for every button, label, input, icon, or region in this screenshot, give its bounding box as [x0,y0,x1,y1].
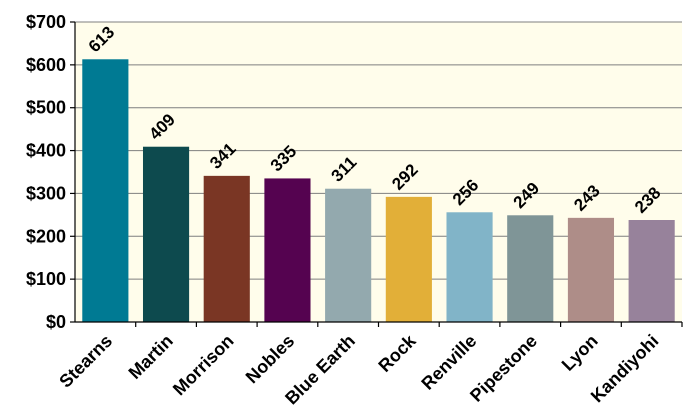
x-tick-label: Morrison [169,331,238,400]
x-tick-label: Martin [125,331,177,383]
y-tick-label: $400 [26,141,66,161]
x-tick-label: Lyon [558,331,602,375]
y-axis-ticks: $0 $100 $200 $300 $400 $500 $600 $700 [26,12,75,332]
bar-renville [446,212,493,322]
y-tick-label: $100 [26,269,66,289]
x-tick-label: Stearns [55,331,116,392]
bar-martin [142,146,190,322]
y-tick-label: $200 [26,226,66,246]
x-tick-label: Rock [374,330,420,376]
y-tick-label: $600 [26,55,66,75]
bar-stearns [82,59,129,323]
x-tick-label: Nobles [242,331,299,388]
y-tick-label: $300 [26,183,66,203]
bar-blue-earth [325,188,372,322]
bar-pipestone [507,215,554,322]
bar-lyon [567,217,615,322]
bar-morrison [203,175,250,322]
y-tick-label: $500 [26,98,66,118]
bar-nobles [264,178,311,322]
bar-kandiyohi [628,220,675,322]
y-tick-label: $0 [46,312,66,332]
y-tick-label: $700 [26,12,66,32]
x-tick-label: Renville [417,331,480,394]
bar-rock [385,196,432,322]
bars [82,59,675,323]
